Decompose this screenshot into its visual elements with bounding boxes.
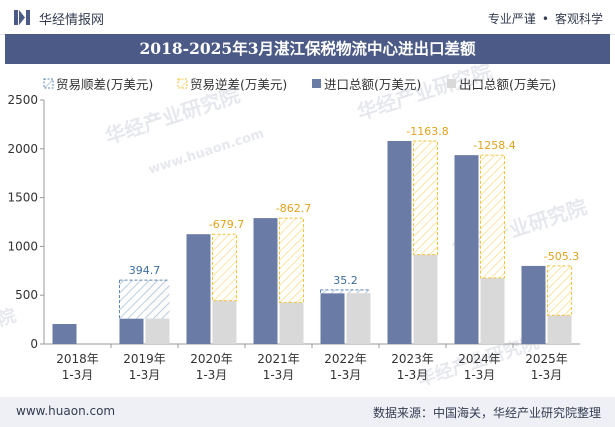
- x-tick-label: 2020年: [190, 352, 233, 366]
- data-label-deficit: -1258.4: [473, 139, 515, 152]
- data-label-deficit: -1163.8: [406, 125, 448, 138]
- y-tick-label: 500: [15, 288, 38, 302]
- legend-label: 贸易顺差(万美元): [56, 77, 153, 92]
- data-label-surplus: 394.7: [129, 264, 161, 277]
- watermark-text: 华经产业研究院: [354, 64, 495, 125]
- x-tick-label: 1-3月: [196, 368, 228, 382]
- slogan-left-text: 专业严谨: [487, 12, 536, 26]
- watermark-text: 院: [0, 304, 19, 330]
- footer-source: 数据来源：中国海关，华经产业研究院整理: [372, 406, 601, 420]
- y-tick-label: 1000: [7, 239, 38, 253]
- bar-deficit-border: [279, 217, 304, 303]
- legend-swatch-import: [312, 79, 321, 88]
- title-bar: 2018-2025年3月湛江保税物流中心进出口差额: [5, 34, 610, 64]
- bar-import: [320, 293, 345, 344]
- x-tick-label: 1-3月: [330, 368, 362, 382]
- bar-export: [547, 315, 572, 344]
- y-tick-label: 0: [30, 337, 38, 351]
- bar-deficit-border: [212, 233, 237, 302]
- bar-export: [480, 277, 505, 344]
- bar-deficit-border: [547, 265, 572, 316]
- y-tick-label: 1500: [7, 191, 38, 205]
- x-tick-label: 2021年: [257, 352, 300, 366]
- bar-import: [119, 318, 144, 344]
- bar-deficit: [212, 234, 237, 301]
- x-tick-label: 2022年: [324, 352, 367, 366]
- bar-deficit-border: [413, 140, 438, 256]
- bar-export: [413, 254, 438, 344]
- bar-deficit: [279, 218, 304, 303]
- data-label-deficit: -679.7: [209, 218, 244, 231]
- legend-label: 出口总额(万美元): [459, 77, 556, 92]
- legend-label: 进口总额(万美元): [324, 77, 421, 92]
- x-tick-label: 1-3月: [397, 368, 429, 382]
- y-tick-label: 2000: [7, 142, 38, 156]
- slogan-separator-dot: •: [541, 12, 549, 26]
- bar-import: [186, 234, 211, 344]
- top-bar: 华经情报网 专业严谨 • 客观科学: [0, 0, 615, 35]
- chart-title: 2018-2025年3月湛江保税物流中心进出口差额: [139, 39, 476, 58]
- slogan-right-text: 客观科学: [554, 12, 603, 26]
- bar-import: [253, 218, 278, 344]
- x-tick-label: 1-3月: [62, 368, 94, 382]
- huajing-logo-icon: [14, 10, 30, 25]
- footer-bar: www.huaon.com 数据来源：中国海关，华经产业研究院整理: [0, 397, 615, 427]
- chart-area: 华经产业研究院 华经产业研究院www.huaon.com华经产业研究院华经产业研究…: [0, 64, 590, 391]
- legend-swatch-export: [447, 79, 456, 88]
- x-tick-label: 1-3月: [129, 368, 161, 382]
- watermark-text: www.huaon.com: [147, 126, 266, 178]
- bar-export: [279, 302, 304, 344]
- legend-label: 贸易逆差(万美元): [190, 77, 287, 92]
- bar-surplus: [119, 280, 170, 319]
- x-tick-label: 2019年: [123, 352, 166, 366]
- bar-import: [52, 323, 77, 344]
- bar-deficit: [413, 140, 438, 255]
- bar-import: [387, 140, 412, 344]
- slogan: 专业严谨 • 客观科学: [488, 10, 603, 27]
- x-tick-label: 1-3月: [263, 368, 295, 382]
- x-tick-label: 1-3月: [531, 368, 563, 382]
- bar-import: [521, 265, 546, 344]
- footer-url: www.huaon.com: [16, 404, 116, 418]
- bar-export: [346, 289, 371, 344]
- bar-export: [212, 300, 237, 344]
- y-tick-label: 2500: [7, 93, 38, 107]
- legend-swatch-deficit: [177, 78, 188, 89]
- data-label-deficit: -505.3: [544, 250, 579, 263]
- x-tick-label: 1-3月: [464, 368, 496, 382]
- bar-deficit: [480, 155, 505, 278]
- brand-name: 华经情报网: [39, 13, 105, 28]
- data-label-surplus: 35.2: [333, 274, 358, 287]
- legend-swatch-surplus: [43, 78, 54, 89]
- x-tick-label: 2024年: [458, 352, 501, 366]
- bar-deficit-border: [480, 154, 505, 279]
- bar-surplus: [320, 289, 371, 294]
- data-label-deficit: -862.7: [276, 202, 311, 215]
- x-tick-label: 2025年: [525, 352, 568, 366]
- bar-deficit: [547, 265, 572, 316]
- bar-import: [454, 155, 479, 344]
- x-tick-label: 2018年: [56, 352, 99, 366]
- x-tick-label: 2023年: [391, 352, 434, 366]
